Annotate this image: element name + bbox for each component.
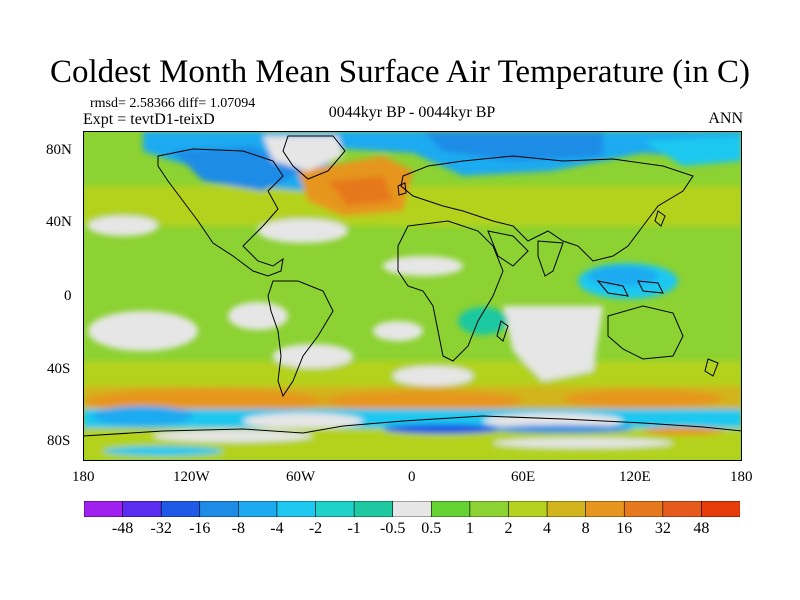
colorbar-label: -48 [111,520,134,537]
colorbar-label: -4 [270,520,284,537]
coastlines [83,135,742,437]
colorbar-swatch [122,501,162,517]
experiment-label: Expt = tevtD1-teixD [83,111,215,128]
colorbar-swatch [238,501,278,517]
colorbar-label: 8 [581,520,590,537]
colorbar-swatch [160,501,201,517]
lat-tick-80n: 80N [46,142,72,158]
rmsd-diff-stats: rmsd= 2.58366 diff= 1.07094 [90,96,256,111]
colorbar-swatch [315,501,355,517]
colorbar-swatch [546,501,587,517]
colorbar-swatch [276,501,317,517]
lat-tick-80s: 80S [47,433,71,449]
lon-tick-60w: 60W [286,469,316,485]
colorbar-swatch [199,501,239,517]
colorbar-label: -1 [347,520,361,537]
colorbar-label: 32 [654,520,671,537]
colorbar-swatch [469,501,509,517]
temperature-map [83,131,742,461]
colorbar-swatch [392,501,432,517]
map-title: Coldest Month Mean Surface Air Temperatu… [50,54,750,90]
colorbar-label: 2 [504,520,513,537]
lon-tick-0: 0 [408,469,416,485]
map-field [83,131,742,461]
colorbar-label: 0.5 [421,520,442,537]
lat-tick-0: 0 [64,288,72,304]
colorbar-swatch [585,501,625,517]
colorbar-label: 48 [693,520,710,537]
colorbar-swatch [508,501,548,517]
colorbar-swatch [430,501,471,517]
period-label: 0044kyr BP - 0044kyr BP [328,104,496,121]
colorbar-label: -32 [150,520,172,537]
colorbar-swatch [623,501,664,517]
lon-tick-120w: 120W [173,469,210,485]
field-patches [83,131,742,461]
colorbar-label: -2 [308,520,323,537]
lon-tick-60e: 60E [511,469,536,485]
colorbar-swatch [84,501,124,517]
colorbar-label: -16 [189,520,211,537]
colorbar-swatch [701,501,740,517]
lon-tick-180w: 180 [72,469,95,485]
colorbar-label: -8 [231,520,245,537]
colorbar [84,501,740,517]
colorbar-label: 1 [465,520,474,537]
colorbar-swatch [353,501,394,517]
lat-tick-40n: 40N [46,214,72,230]
lon-tick-180e: 180 [730,469,753,485]
colorbar-label: 4 [543,520,552,537]
colorbar-swatch [662,501,702,517]
map-frame [83,131,742,461]
colorbar-label: -0.5 [380,520,406,537]
lon-tick-120e: 120E [619,469,651,485]
colorbar-label: 16 [616,520,633,537]
season-label: ANN [708,110,743,127]
lat-tick-40s: 40S [47,361,71,377]
